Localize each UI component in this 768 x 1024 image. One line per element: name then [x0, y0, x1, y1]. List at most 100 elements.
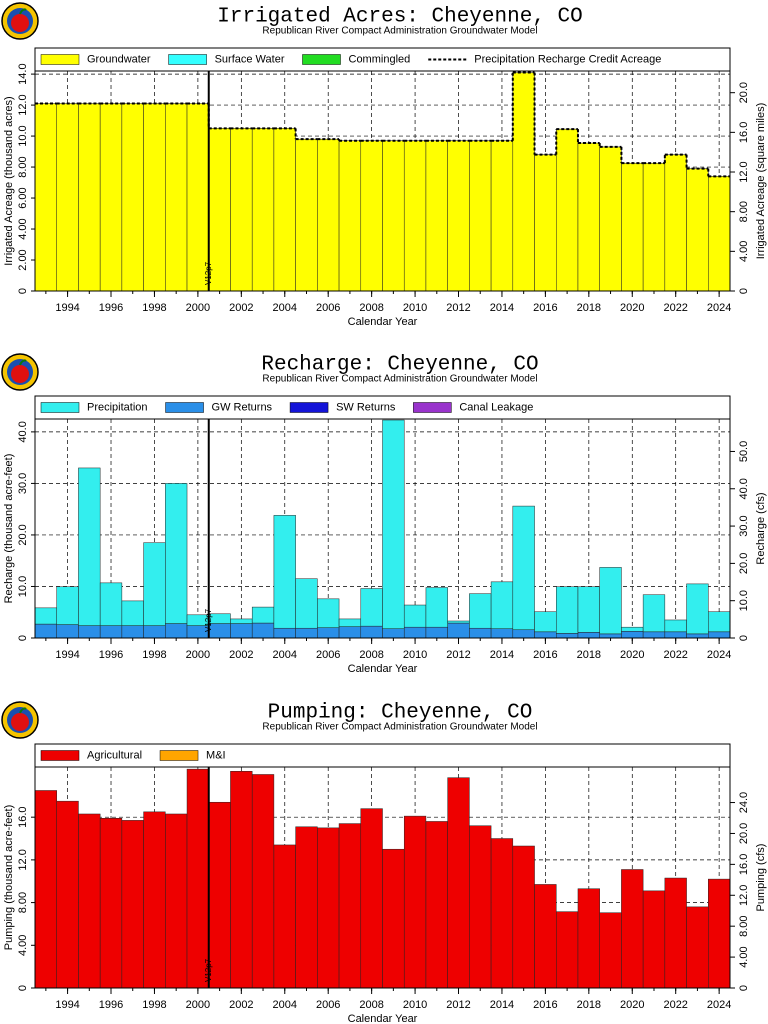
bar — [295, 627, 318, 639]
bar — [121, 103, 144, 292]
y2-tick-label: 12.0 — [738, 161, 750, 182]
bar — [447, 622, 470, 639]
y2-tick-label: 16.0 — [738, 854, 750, 875]
bar — [317, 627, 340, 639]
bar — [165, 623, 188, 639]
bar — [338, 823, 362, 989]
bar — [425, 140, 448, 292]
annotation-text: V12p7 — [204, 608, 213, 632]
bar — [230, 128, 253, 292]
y-axis-label: Recharge (thousand acre-feet) — [3, 454, 15, 604]
legend-label: Groundwater — [87, 53, 151, 65]
x-tick-label: 2014 — [490, 302, 514, 314]
bar — [512, 72, 535, 292]
legend-swatch — [413, 402, 452, 413]
bar — [121, 625, 144, 639]
bar — [577, 142, 600, 292]
legend-swatch — [40, 750, 80, 761]
bar — [382, 848, 405, 989]
x-tick-label: 1994 — [55, 302, 79, 314]
bar — [295, 138, 318, 292]
logo — [1, 701, 39, 739]
bar — [664, 154, 687, 292]
x-tick-label: 2012 — [446, 999, 470, 1011]
bar — [230, 771, 253, 989]
x-tick-label: 1994 — [55, 999, 79, 1011]
y2-tick-label: 8.00 — [738, 201, 750, 222]
x-tick-label: 2004 — [273, 649, 297, 661]
x-tick-label: 2008 — [359, 649, 383, 661]
bar — [469, 140, 492, 292]
bar — [642, 890, 666, 989]
bar — [708, 631, 731, 639]
bar — [165, 813, 188, 989]
bar — [534, 154, 557, 292]
bar — [447, 620, 470, 624]
x-tick-label: 2018 — [577, 302, 601, 314]
bar — [599, 567, 622, 635]
y2-tick-label: 24.0 — [738, 792, 750, 813]
bar — [490, 581, 514, 629]
bar — [230, 623, 253, 639]
bar — [317, 827, 340, 989]
bar — [338, 618, 362, 627]
bar — [599, 633, 622, 639]
legend-swatch — [165, 402, 204, 413]
bar — [664, 631, 687, 639]
y2-axis-label: Recharge (cfs) — [755, 492, 767, 564]
y-tick-label: 14.0 — [17, 63, 29, 84]
y2-tick-label: 4.00 — [738, 241, 750, 262]
y2-tick-label: 40.0 — [738, 478, 750, 499]
legend-box — [34, 47, 731, 72]
y2-tick-label: 16.0 — [738, 122, 750, 143]
bar — [577, 888, 600, 989]
x-tick-label: 2004 — [273, 999, 297, 1011]
x-tick-label: 2020 — [620, 999, 644, 1011]
y-tick-label: 0 — [17, 985, 29, 991]
x-tick-label: 2016 — [533, 649, 557, 661]
bar — [186, 768, 209, 989]
bar — [295, 826, 318, 989]
bar — [708, 611, 731, 633]
bar — [556, 586, 579, 634]
x-tick-label: 2000 — [186, 999, 210, 1011]
y-tick-label: 8.00 — [17, 156, 29, 177]
bar — [143, 103, 166, 292]
y2-tick-label: 0 — [738, 635, 750, 641]
y-tick-label: 30.0 — [17, 473, 29, 494]
y-axis-label: Irrigated Acreage (thousand acres) — [3, 96, 15, 265]
bar — [78, 625, 101, 639]
bar — [360, 625, 383, 639]
legend-swatch — [289, 402, 329, 413]
x-tick-label: 1998 — [142, 302, 166, 314]
y2-tick-label: 20.0 — [738, 553, 750, 574]
x-tick-label: 2024 — [707, 649, 731, 661]
bar — [642, 162, 666, 292]
x-tick-label: 2012 — [446, 649, 470, 661]
y-tick-label: 20.0 — [17, 524, 29, 545]
bar — [360, 140, 383, 292]
bar — [447, 140, 470, 292]
y-tick-label: 8.00 — [17, 892, 29, 913]
y-tick-label: 16.0 — [17, 806, 29, 827]
x-tick-label: 2024 — [707, 999, 731, 1011]
x-tick-label: 2008 — [359, 302, 383, 314]
bar — [490, 140, 514, 292]
y-tick-label: 10.0 — [17, 576, 29, 597]
x-tick-label: 2022 — [663, 649, 687, 661]
annotation-text: V12p7 — [204, 261, 213, 285]
annotation-text: V12p7 — [204, 958, 213, 982]
bar — [534, 611, 557, 633]
x-tick-label: 1998 — [142, 999, 166, 1011]
x-tick-label: 2024 — [707, 302, 731, 314]
legend-label: Precipitation Recharge Credit Acreage — [474, 53, 661, 65]
bar — [382, 140, 405, 292]
bar — [425, 587, 448, 628]
logo — [1, 2, 39, 40]
y2-tick-label: 30.0 — [738, 515, 750, 536]
bar — [143, 542, 166, 626]
bar — [273, 128, 296, 292]
legend-box — [34, 743, 731, 768]
bar — [56, 586, 79, 625]
